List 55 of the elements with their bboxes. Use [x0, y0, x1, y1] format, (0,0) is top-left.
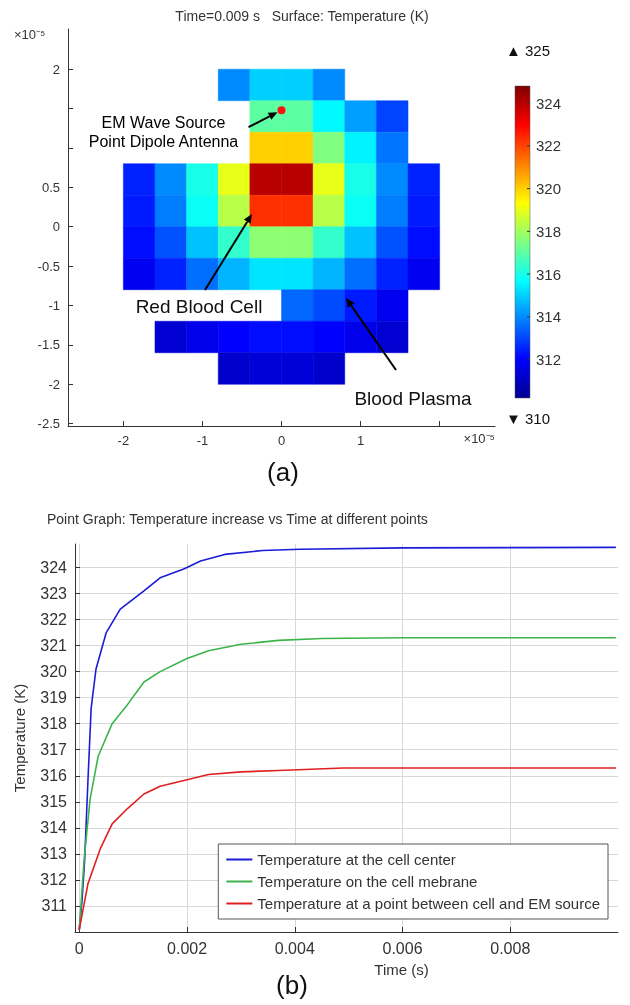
color-bar-label: 320: [536, 180, 562, 198]
y-tick-label: -1: [48, 297, 60, 313]
color-bar-label: 314: [536, 308, 562, 326]
color-bar-label: 318: [536, 222, 562, 240]
y-tick-label: 317: [40, 741, 68, 759]
y-tick-label: -0.5: [37, 258, 60, 274]
y-tick-label: 2: [52, 61, 60, 77]
x-tick-label: 0.006: [382, 939, 423, 957]
y-tick-label: -2.5: [37, 416, 60, 432]
y-tick-label: 319: [40, 689, 68, 707]
y-tick-label: 320: [40, 663, 68, 681]
y-tick-label: 0.5: [41, 179, 60, 195]
text: ▲ 325: [505, 41, 551, 59]
x-axis-title: Time (s): [374, 961, 429, 978]
y-tick-label: 312: [40, 871, 68, 889]
text: (b): [276, 970, 308, 1000]
y-tick-label: 314: [40, 819, 68, 837]
y-tick-label: 321: [40, 637, 68, 655]
line-series: [78, 767, 617, 931]
x-tick-label: 0: [277, 433, 286, 448]
chart-title: Point Graph: Temperature increase vs Time at different points: [47, 511, 428, 527]
legend-label: Temperature on the cell mebrane: [257, 873, 478, 890]
y-axis-title: Temperature (K): [11, 683, 28, 793]
x-axis-title: ×10⁻⁵: [463, 431, 495, 446]
y-axis-title: ×10⁻⁵: [14, 27, 46, 42]
color-bar-label: 322: [536, 137, 562, 155]
y-tick-label: 324: [40, 558, 68, 576]
y-tick-label: 0: [52, 219, 60, 235]
color-bar-label: 312: [536, 351, 562, 369]
color-bar-label: 316: [536, 265, 562, 283]
annotation: Red Blood Cell: [135, 295, 263, 317]
y-tick-label: 316: [40, 767, 68, 785]
text: ▼ 310: [505, 409, 551, 427]
x-tick-label: 0.004: [274, 939, 315, 957]
y-tick-label: 322: [40, 611, 68, 629]
color-bar-label: 324: [536, 94, 562, 112]
x-tick-label: 0.002: [167, 939, 208, 957]
legend-label: Temperature at a point between cell and EM source: [257, 895, 601, 912]
x-tick-label: -2: [117, 433, 130, 448]
y-tick-label: 318: [40, 715, 68, 733]
legend-label: Temperature at the cell center: [257, 851, 456, 868]
y-tick-label: 313: [40, 845, 68, 863]
x-tick-label: 0.008: [490, 939, 531, 957]
y-tick-label: -1.5: [37, 337, 60, 353]
annotation: EM Wave Source Point Dipole Antenna: [88, 114, 239, 150]
x-tick-label: 1: [356, 433, 365, 448]
y-tick-label: -2: [48, 376, 60, 392]
y-tick-label: 311: [41, 897, 68, 915]
chart-title: Time=0.009 s Surface: Temperature (K): [175, 8, 429, 24]
y-tick-label: 315: [40, 793, 68, 811]
annotation: Blood Plasma: [354, 387, 473, 409]
x-tick-label: -1: [196, 433, 209, 448]
x-tick-label: 0: [74, 939, 84, 957]
text: (a): [267, 457, 299, 487]
y-tick-label: 323: [40, 584, 68, 602]
